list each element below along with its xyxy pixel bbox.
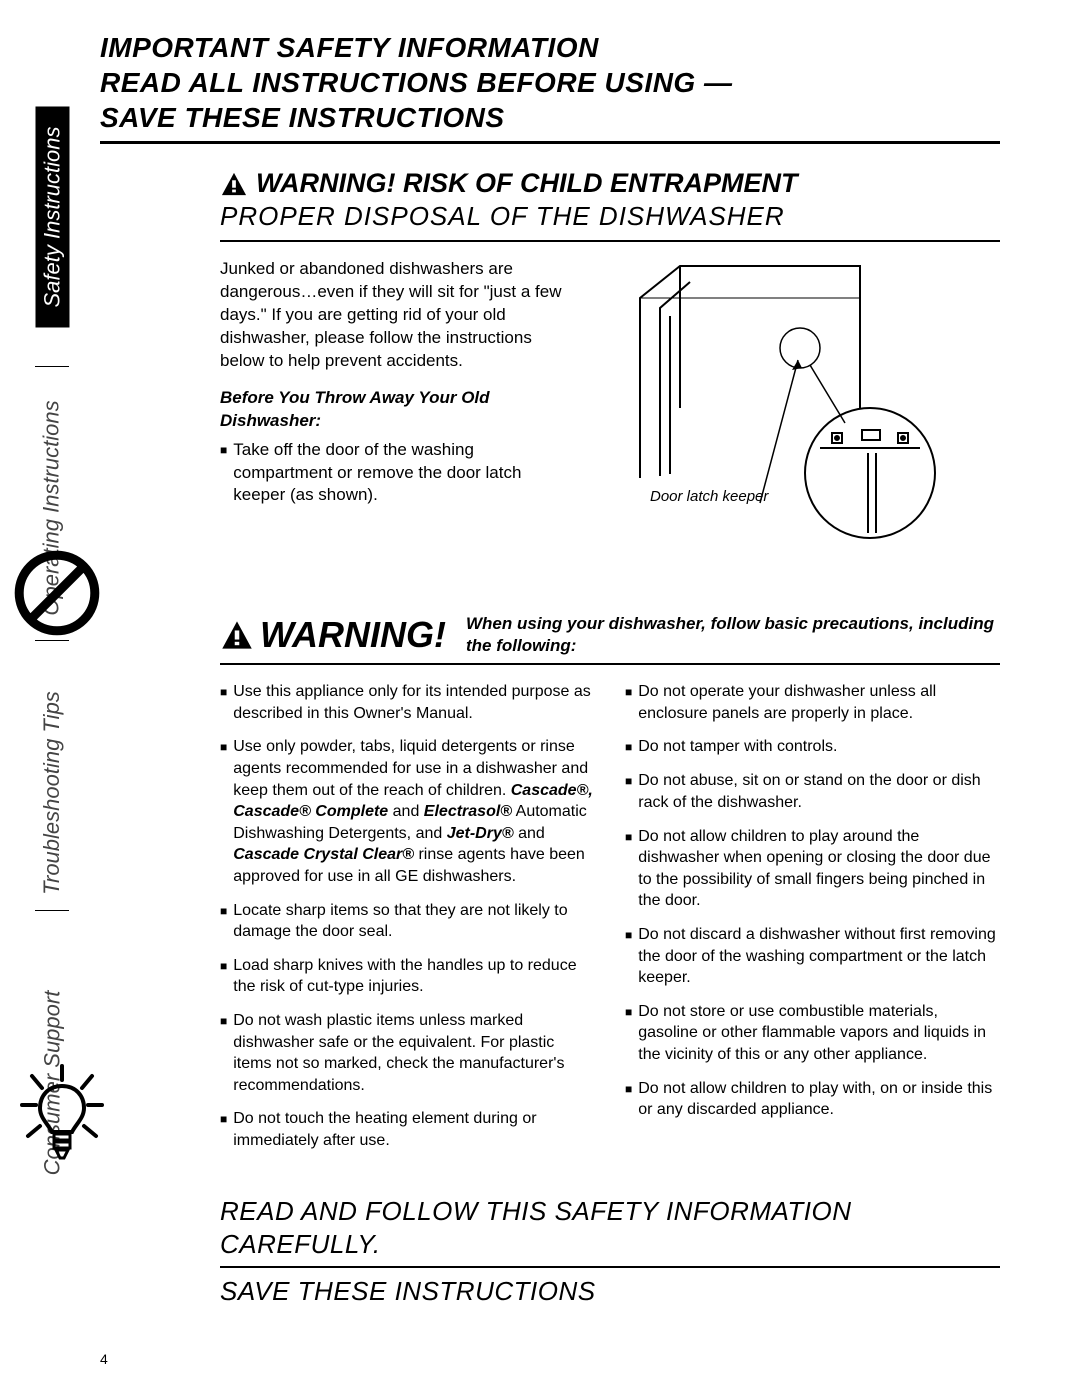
section-heading-disposal: WARNING! RISK OF CHILD ENTRAPMENT PROPER…: [220, 168, 1000, 242]
warning-heading: WARNING! RISK OF CHILD ENTRAPMENT: [256, 168, 797, 199]
warning-triangle-icon: [220, 619, 254, 651]
precaution-item: Locate sharp items so that they are not …: [220, 900, 595, 943]
lightbulb-icon: [12, 1060, 112, 1175]
footer-line-1: READ AND FOLLOW THIS SAFETY INFORMATION …: [220, 1195, 1000, 1268]
precautions-col-left: Use this appliance only for its intended…: [220, 681, 595, 1163]
title-line-2: READ ALL INSTRUCTIONS BEFORE USING —: [100, 67, 732, 98]
precautions-columns: Use this appliance only for its intended…: [220, 681, 1000, 1163]
disposal-bullet: Take off the door of the washing compart…: [220, 439, 570, 508]
warning-section-2-header: WARNING! When using your dishwasher, fol…: [220, 613, 1000, 665]
section-subheading: PROPER DISPOSAL OF THE DISHWASHER: [220, 201, 1000, 232]
precautions-col-right: Do not operate your dishwasher unless al…: [625, 681, 1000, 1163]
title-line-1: IMPORTANT SAFETY INFORMATION: [100, 32, 599, 63]
disposal-paragraph: Junked or abandoned dishwashers are dang…: [220, 258, 570, 373]
precaution-item: Do not discard a dishwasher without firs…: [625, 924, 1000, 989]
warning-2-title: WARNING!: [260, 614, 446, 656]
sidebar-separator: [35, 910, 69, 911]
precaution-item: Use this appliance only for its intended…: [220, 681, 595, 724]
dishwasher-illustration: Door latch keeper: [610, 258, 1000, 563]
sidebar-tab-safety[interactable]: Safety Instructions: [35, 107, 69, 328]
precaution-item: Do not store or use combustible material…: [625, 1001, 1000, 1066]
warning-2-lead: When using your dishwasher, follow basic…: [466, 613, 1000, 657]
illustration-caption: Door latch keeper: [650, 488, 768, 505]
page-title: IMPORTANT SAFETY INFORMATION READ ALL IN…: [100, 30, 1000, 144]
sidebar-separator: [35, 366, 69, 367]
disposal-text: Junked or abandoned dishwashers are dang…: [220, 258, 570, 563]
footer-line-2: SAVE THESE INSTRUCTIONS: [220, 1276, 1000, 1307]
disposal-subhead: Before You Throw Away Your Old Dishwashe…: [220, 387, 570, 433]
page-number: 4: [100, 1351, 108, 1367]
precaution-item: Load sharp knives with the handles up to…: [220, 955, 595, 998]
sidebar-tab-troubleshooting[interactable]: Troubleshooting Tips: [39, 691, 65, 895]
precaution-item: Do not abuse, sit on or stand on the doo…: [625, 770, 1000, 813]
disposal-block: Junked or abandoned dishwashers are dang…: [220, 258, 1000, 563]
title-line-3: SAVE THESE INSTRUCTIONS: [100, 102, 505, 133]
precaution-item: Do not wash plastic items unless marked …: [220, 1010, 595, 1096]
precaution-item: Use only powder, tabs, liquid detergents…: [220, 736, 595, 887]
precaution-item: Do not tamper with controls.: [625, 736, 1000, 758]
precaution-item: Do not allow children to play around the…: [625, 826, 1000, 912]
precaution-item: Do not operate your dishwasher unless al…: [625, 681, 1000, 724]
prohibit-icon: [12, 548, 102, 643]
precaution-item: Do not allow children to play with, on o…: [625, 1078, 1000, 1121]
footer-block: READ AND FOLLOW THIS SAFETY INFORMATION …: [220, 1195, 1000, 1307]
main-content: IMPORTANT SAFETY INFORMATION READ ALL IN…: [100, 30, 1000, 1367]
precaution-item: Do not touch the heating element during …: [220, 1108, 595, 1151]
warning-triangle-icon: [220, 171, 248, 197]
